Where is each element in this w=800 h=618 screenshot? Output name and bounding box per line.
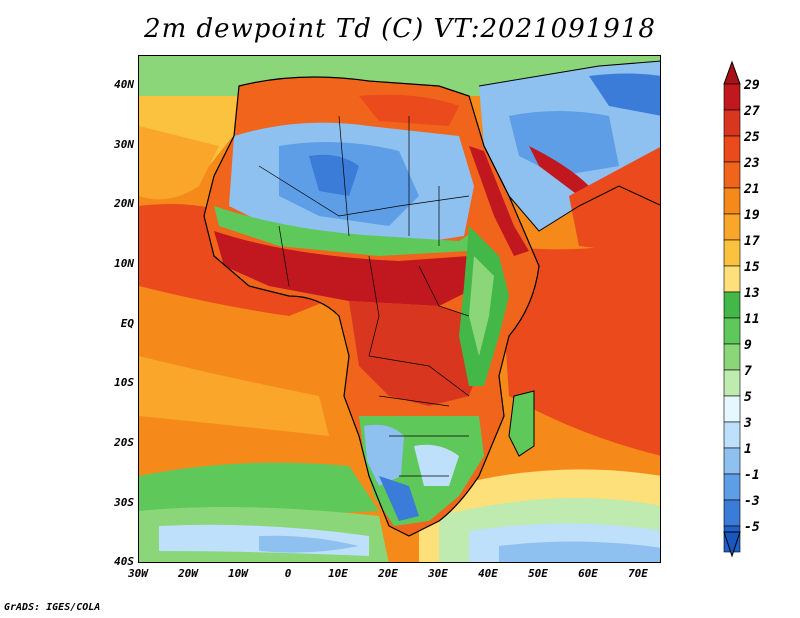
colorbar-cell: [723, 83, 741, 111]
colorbar-label-neg3: -3: [744, 494, 760, 509]
colorbar-label-27: 27: [744, 104, 760, 119]
map-title: 2m dewpoint Td (C) VT:2021091918: [144, 14, 656, 44]
lon-label-40e: 40E: [478, 567, 498, 580]
lon-label-70e: 70E: [628, 567, 648, 580]
colorbar-cell: [723, 291, 741, 319]
map-panel: [138, 55, 661, 563]
lon-label-30e: 30E: [428, 567, 448, 580]
lon-label-50e: 50E: [528, 567, 548, 580]
lat-label-20n: 20N: [114, 197, 134, 210]
colorbar: [723, 60, 741, 558]
lat-label-30s: 30S: [114, 496, 134, 509]
colorbar-cell: [723, 395, 741, 423]
colorbar-label-15: 15: [744, 260, 760, 275]
lon-label-10e: 10E: [328, 567, 348, 580]
colorbar-cell: [723, 187, 741, 215]
colorbar-top-arrow: [723, 60, 741, 85]
lon-label-20w: 20W: [178, 567, 198, 580]
colorbar-label-neg5: -5: [744, 520, 760, 535]
colorbar-cell: [723, 317, 741, 345]
country-borders: [258, 115, 470, 477]
lon-label-0: 0: [284, 567, 292, 580]
colorbar-cell: [723, 447, 741, 475]
lon-label-20e: 20E: [378, 567, 398, 580]
coastline: [203, 76, 540, 537]
lat-label-eq: EQ: [120, 317, 134, 330]
credit-text: GrADS: IGES/COLA: [4, 602, 101, 613]
colorbar-label-23: 23: [744, 156, 760, 171]
lat-label-20s: 20S: [114, 436, 134, 449]
colorbar-label-5: 5: [744, 390, 752, 405]
colorbar-cell: [723, 135, 741, 163]
colorbar-cell: [723, 369, 741, 397]
colorbar-label-19: 19: [744, 208, 760, 223]
colorbar-label-25: 25: [744, 130, 760, 145]
colorbar-label-29: 29: [744, 78, 760, 93]
colorbar-cell: [723, 499, 741, 527]
lat-label-10n: 10N: [114, 257, 134, 270]
colorbar-cell: [723, 265, 741, 293]
lat-label-30n: 30N: [114, 138, 134, 151]
colorbar-bottom-arrow: [723, 531, 741, 558]
colorbar-cell: [723, 161, 741, 189]
colorbar-cell: [723, 343, 741, 371]
colorbar-cell: [723, 473, 741, 501]
lat-label-40n: 40N: [114, 78, 134, 91]
colorbar-label-3: 3: [744, 416, 752, 431]
colorbar-label-11: 11: [744, 312, 760, 327]
colorbar-label-13: 13: [744, 286, 760, 301]
colorbar-label-17: 17: [744, 234, 760, 249]
lat-label-10s: 10S: [114, 376, 134, 389]
colorbar-label-21: 21: [744, 182, 760, 197]
lat-label-40s: 40S: [114, 555, 134, 568]
colorbar-cell: [723, 213, 741, 241]
colorbar-cell: [723, 109, 741, 137]
lon-label-10w: 10W: [228, 567, 248, 580]
colorbar-label-9: 9: [744, 338, 752, 353]
colorbar-label-neg1: -1: [744, 468, 760, 483]
lon-label-30w: 30W: [128, 567, 148, 580]
colorbar-cell: [723, 239, 741, 267]
colorbar-label-7: 7: [744, 364, 752, 379]
colorbar-label-1: 1: [744, 442, 752, 457]
lon-label-60e: 60E: [578, 567, 598, 580]
colorbar-cells: [723, 83, 741, 553]
colorbar-cell: [723, 421, 741, 449]
dewpoint-map: [139, 56, 660, 562]
